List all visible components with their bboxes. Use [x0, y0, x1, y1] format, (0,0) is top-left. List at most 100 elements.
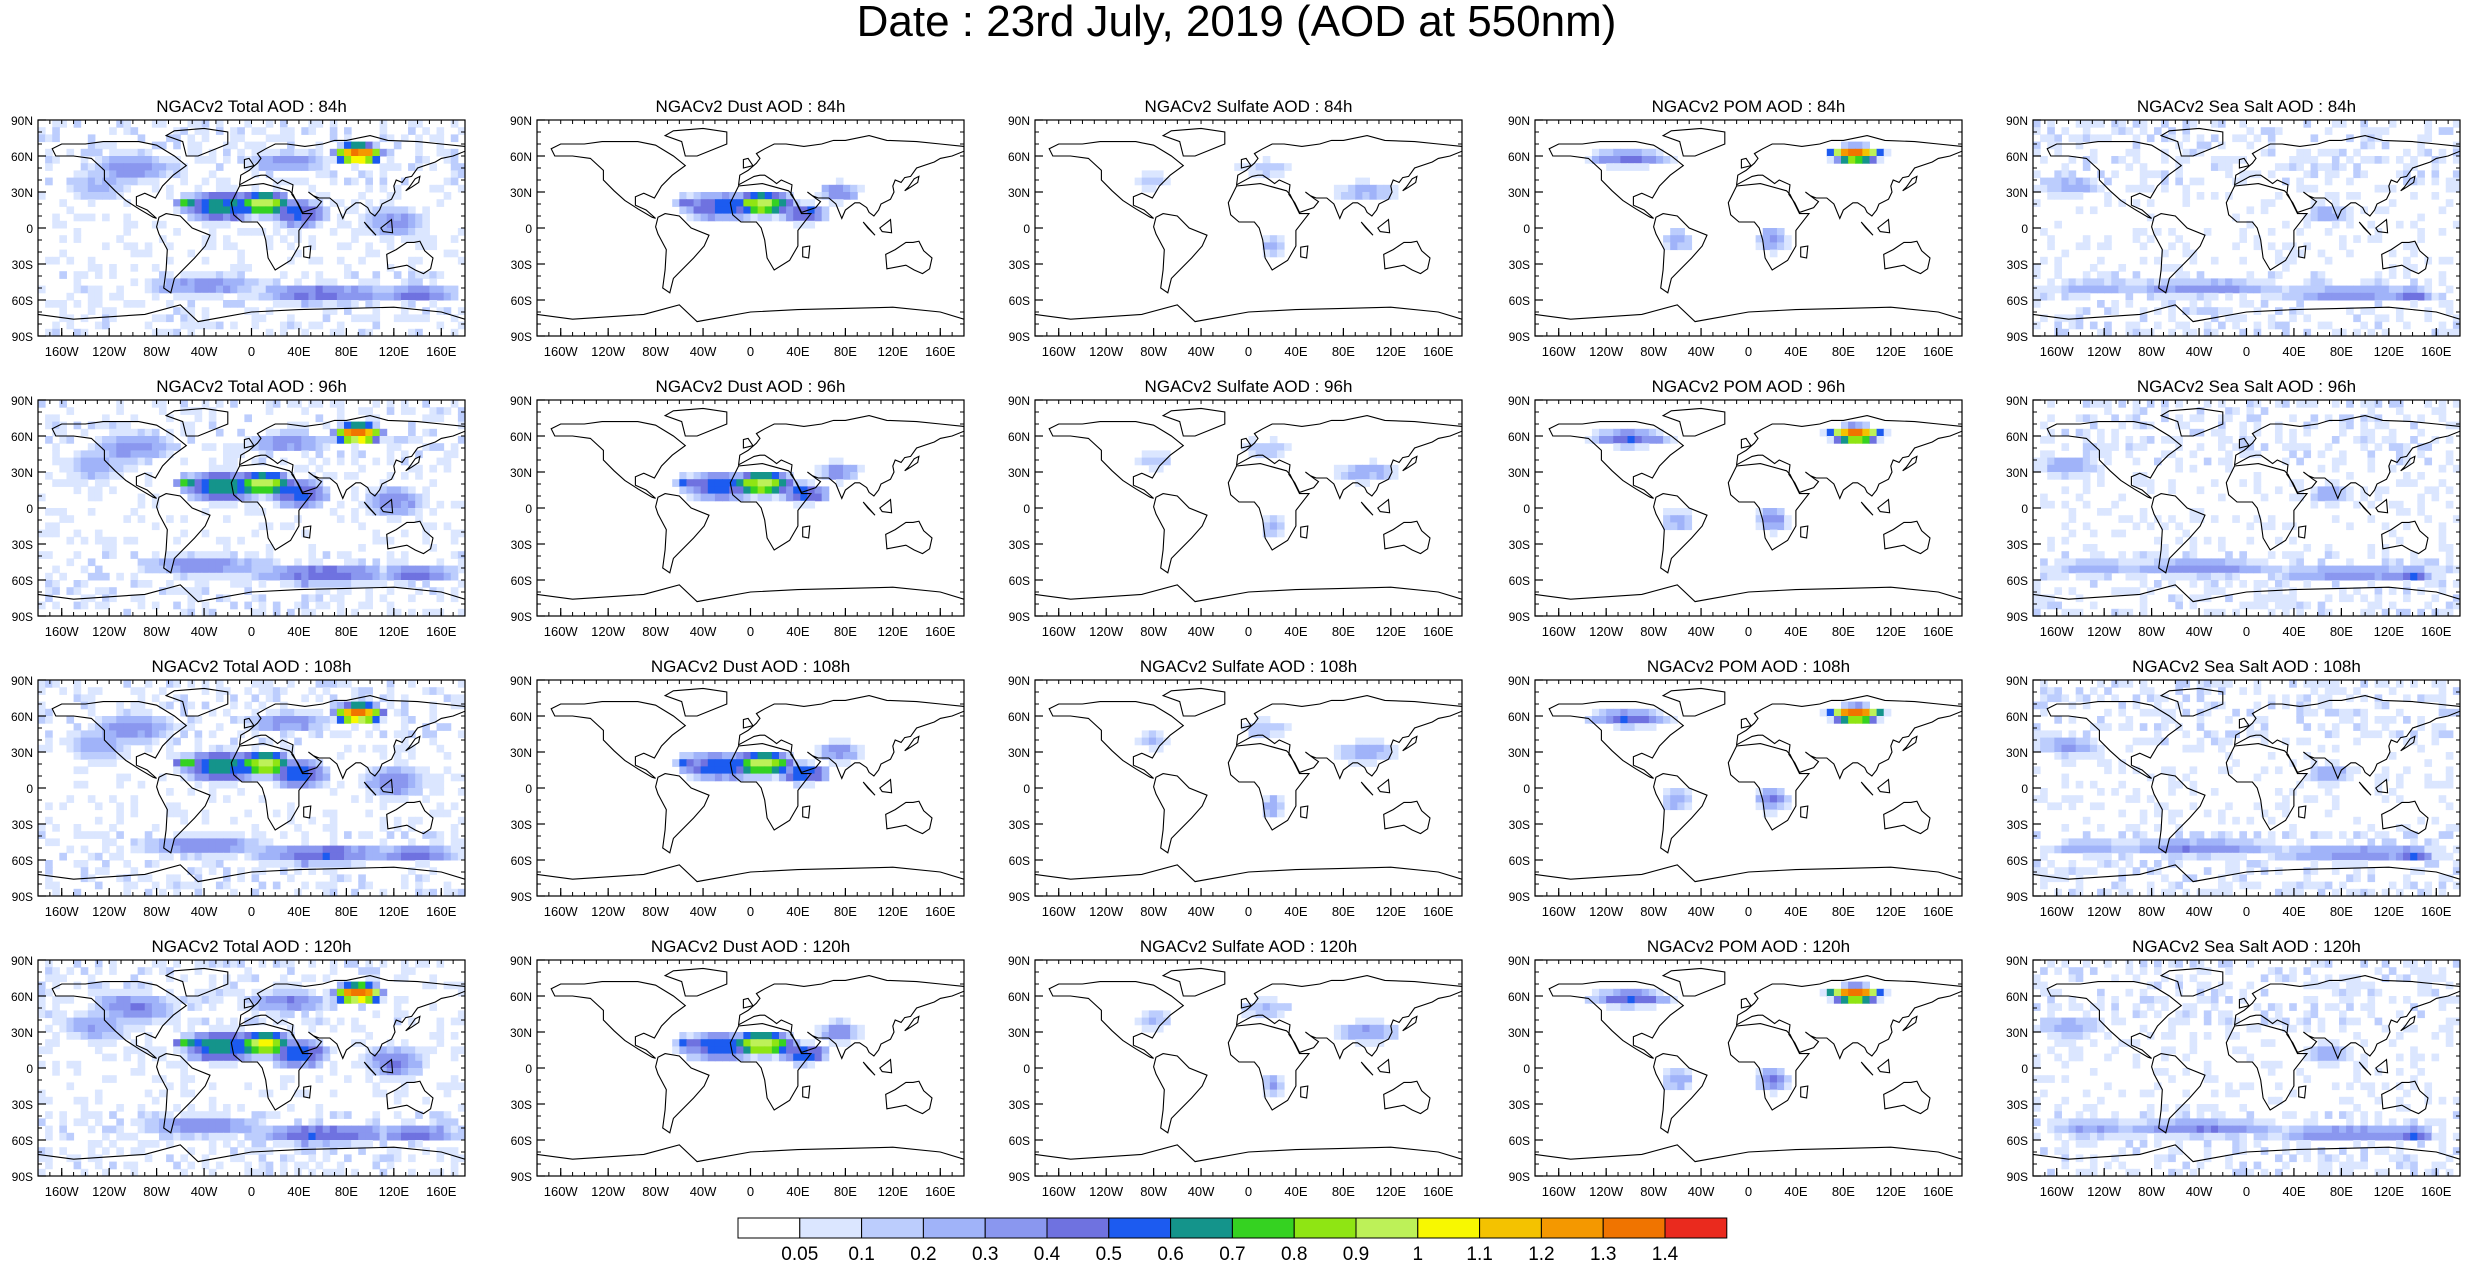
aod-cell: [315, 580, 324, 588]
aod-cell: [2089, 572, 2098, 581]
aod-cell: [2260, 278, 2269, 287]
aod-cell: [2232, 134, 2240, 143]
aod-cell: [166, 450, 174, 459]
aod-cell: [301, 421, 309, 430]
aod-cell: [201, 852, 210, 861]
aod-cell: [2182, 292, 2191, 301]
aod-cell: [258, 608, 267, 616]
aod-cell: [2097, 271, 2105, 279]
coastline: [1902, 735, 1918, 752]
aod-cell: [2346, 572, 2354, 581]
aod-cell: [301, 479, 309, 487]
aod-cell: [2367, 156, 2376, 164]
aod-cell: [2303, 328, 2312, 336]
aod-cell: [2232, 515, 2240, 523]
aod-cell: [94, 300, 103, 308]
aod-cell: [322, 213, 331, 222]
aod-field: [672, 457, 865, 509]
aod-cell: [450, 134, 459, 143]
aod-cell: [301, 881, 309, 890]
aod-cell: [429, 508, 438, 516]
aod-cell: [315, 500, 324, 509]
aod-cell: [1663, 242, 1671, 251]
aod-cell: [344, 220, 352, 229]
aod-cell: [679, 759, 687, 767]
aod-cell: [2061, 163, 2070, 171]
aod-cell: [1684, 515, 1693, 523]
aod-cell: [173, 587, 181, 595]
aod-cell: [786, 213, 794, 222]
aod-cell: [2040, 421, 2048, 430]
panel-title: NGACv2 Dust AOD : 108h: [651, 657, 850, 676]
aod-cell: [422, 500, 430, 509]
aod-cell: [2232, 565, 2240, 574]
aod-cell: [1276, 450, 1285, 459]
aod-cell: [344, 127, 352, 135]
aod-cell: [180, 271, 188, 279]
aod-cell: [415, 213, 423, 222]
aod-cell: [2260, 565, 2269, 574]
aod-cell: [2068, 177, 2077, 186]
aod-cell: [2388, 292, 2397, 301]
aod-cell: [272, 220, 281, 229]
coastline: [243, 437, 255, 449]
aod-cell: [2182, 680, 2191, 688]
aod-cell: [786, 766, 794, 775]
aod-cell: [287, 428, 295, 437]
lon-label: 0: [248, 624, 255, 639]
aod-cell: [2089, 278, 2098, 287]
aod-cell: [116, 235, 124, 243]
aod-cell: [2438, 321, 2447, 330]
aod-cell: [194, 867, 203, 875]
aod-cell: [379, 694, 388, 703]
aod-cell: [109, 450, 117, 459]
aod-cell: [2047, 285, 2055, 294]
aod-cell: [1355, 759, 1363, 767]
aod-cell: [329, 328, 338, 336]
aod-cell: [2082, 156, 2091, 164]
aod-cell: [144, 472, 153, 480]
aod-cell: [265, 565, 274, 574]
aod-cell: [679, 752, 687, 760]
lon-label: 80W: [1640, 904, 1667, 919]
aod-cell: [351, 508, 359, 516]
lat-label: 30N: [1508, 186, 1530, 200]
aod-cell: [322, 687, 331, 695]
aod-cell: [2068, 285, 2077, 294]
aod-cell: [743, 759, 751, 767]
aod-cell: [66, 148, 75, 157]
aod-cell: [2061, 127, 2070, 135]
aod-cell: [173, 694, 181, 703]
aod-cell: [2111, 307, 2119, 315]
aod-cell: [94, 141, 103, 150]
lat-label: 30S: [2007, 258, 2028, 272]
aod-cell: [187, 551, 196, 559]
aod-cell: [344, 148, 352, 157]
aod-cell: [130, 457, 139, 466]
aod-cell: [750, 773, 759, 782]
aod-cell: [201, 766, 210, 775]
aod-cell: [151, 551, 160, 559]
aod-cell: [2424, 127, 2433, 135]
aod-cell: [130, 220, 139, 229]
aod-cell: [372, 156, 381, 164]
aod-cell: [301, 766, 309, 775]
aod-cell: [2153, 515, 2162, 523]
aod-cell: [265, 443, 274, 451]
aod-field: [1584, 701, 1892, 818]
aod-cell: [2410, 292, 2418, 301]
aod-cell: [2282, 443, 2290, 451]
aod-cell: [2403, 580, 2411, 588]
aod-cell: [223, 852, 231, 861]
aod-cell: [230, 464, 238, 473]
aod-cell: [2303, 694, 2312, 703]
aod-cell: [778, 206, 787, 215]
aod-cell: [166, 701, 174, 710]
aod-cell: [2047, 436, 2055, 444]
aod-cell: [2118, 199, 2127, 207]
aod-cell: [443, 522, 452, 531]
aod-cell: [308, 443, 317, 451]
aod-cell: [2360, 572, 2368, 581]
aod-cell: [166, 285, 174, 294]
aod-cell: [729, 766, 737, 775]
